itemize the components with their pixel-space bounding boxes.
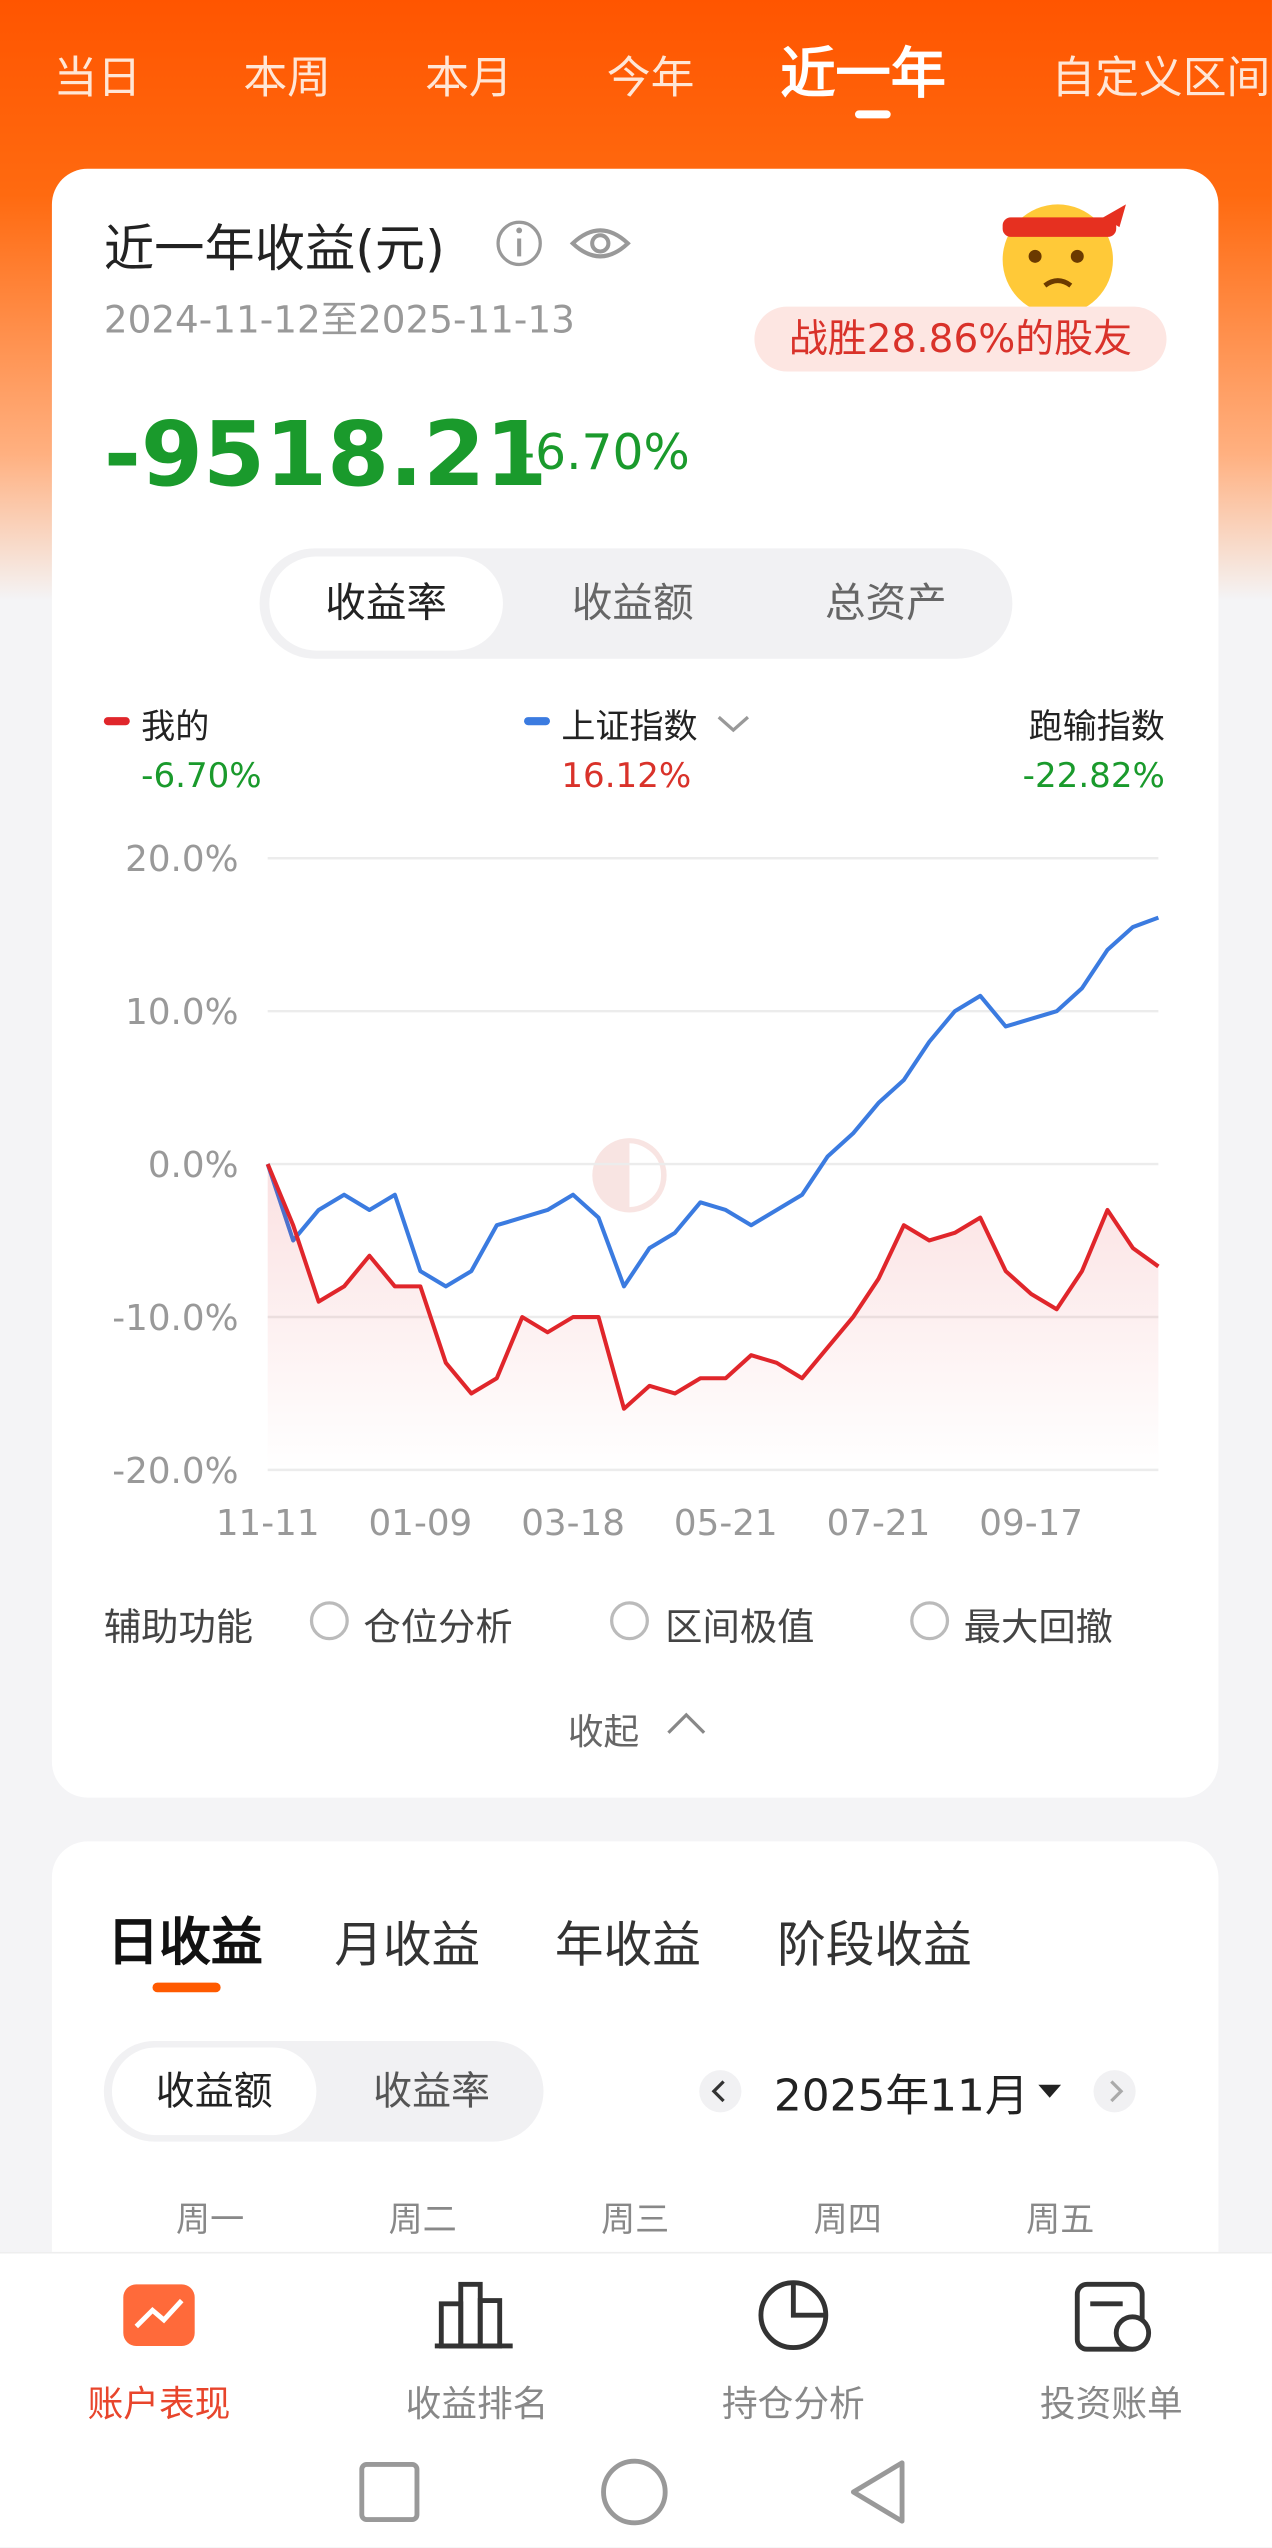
weekday: 周五 (1026, 2199, 1095, 2239)
tab-indicator (152, 1982, 221, 1993)
radio[interactable] (610, 1601, 649, 1641)
title-icons[interactable] (487, 211, 649, 276)
weekday: 周三 (601, 2199, 670, 2239)
section-tab[interactable]: 月收益 (334, 1917, 481, 1975)
rank-badge: 战胜28.86%的股友 (754, 306, 1167, 372)
radio[interactable] (309, 1601, 349, 1641)
mascot (1002, 204, 1126, 315)
tab-active[interactable]: 近一年 (780, 42, 946, 108)
watermark: ◐ (587, 1111, 672, 1224)
segment-active[interactable]: 收益率 (269, 556, 503, 651)
next-month[interactable] (1092, 2069, 1137, 2114)
nav-icons (123, 2280, 1152, 2352)
chart: ◐ 20.0% 10.0% 0.0% -10.0% -20.0% 11-11 01-09 03… (112, 839, 1160, 1544)
weekday: 周一 (176, 2199, 245, 2239)
x-tick-label: 07-21 (827, 1503, 931, 1544)
x-tick-label: 09-17 (979, 1503, 1083, 1544)
collapse-icon[interactable] (662, 1707, 711, 1739)
aux-option[interactable]: 仓位分析 (363, 1607, 513, 1650)
x-tick-label: 05-21 (674, 1503, 778, 1544)
weekday: 周二 (388, 2199, 457, 2239)
collapse[interactable]: 收起 (567, 1713, 640, 1754)
summary-card (51, 168, 1219, 1798)
nav-item-active[interactable]: 账户表现 (87, 2384, 231, 2426)
toggle-active[interactable]: 收益额 (111, 2047, 317, 2136)
legend-name: 我的 (141, 707, 210, 747)
tab[interactable]: 当日 (53, 53, 142, 104)
tab[interactable]: 本周 (243, 53, 331, 104)
line (265, 915, 1160, 1289)
y-tick-label: 20.0% (125, 839, 238, 880)
tab[interactable]: 今年 (606, 53, 695, 104)
x-tick-label: 03-18 (521, 1503, 625, 1544)
section-tab-active[interactable]: 日收益 (107, 1911, 263, 1973)
y-tick-label: -10.0% (112, 1298, 238, 1339)
date-range: 2024-11-12至2025-11-13 (103, 300, 575, 343)
legend-name[interactable]: 上证指数 (561, 707, 698, 747)
aux-label: 辅助功能 (103, 1607, 254, 1650)
prev-month[interactable] (698, 2069, 743, 2114)
section-tab[interactable]: 阶段收益 (777, 1917, 972, 1975)
tab-indicator (855, 110, 891, 119)
aux-option[interactable]: 区间极值 (665, 1607, 815, 1650)
bottom-nav (0, 2251, 1272, 2548)
y-tick-label: 10.0% (125, 992, 238, 1033)
segment[interactable]: 总资产 (824, 579, 947, 627)
nav-item[interactable]: 持仓分析 (721, 2384, 865, 2426)
nav-item[interactable]: 投资账单 (1039, 2384, 1183, 2426)
segment[interactable]: 收益额 (571, 579, 694, 627)
dropdown-icon[interactable] (714, 711, 753, 737)
legend-value: -6.70% (141, 756, 262, 795)
toggle-option[interactable]: 收益率 (373, 2068, 490, 2114)
system-nav[interactable] (0, 2450, 1272, 2547)
y-tick-label: -20.0% (112, 1451, 238, 1492)
radio[interactable] (910, 1601, 950, 1641)
legend-swatch (524, 717, 550, 726)
month-dropdown[interactable] (1035, 2080, 1064, 2103)
legend-swatch (103, 717, 130, 726)
tab[interactable]: 本月 (425, 53, 513, 104)
month[interactable]: 2025年11月 (773, 2071, 1029, 2123)
legend-value: 16.12% (561, 756, 692, 795)
line (265, 1163, 1160, 1411)
profit-amount: -9518.21 (103, 402, 548, 507)
x-tick-label: 01-09 (369, 1503, 473, 1544)
card-title: 近一年收益(元) (103, 220, 445, 280)
section-tab[interactable]: 年收益 (554, 1917, 701, 1975)
y-tick-label: 0.0% (148, 1145, 239, 1186)
legend-name: 跑输指数 (1028, 707, 1165, 747)
x-tick-label: 11-11 (216, 1503, 320, 1544)
tab[interactable]: 自定义区间 (1051, 53, 1271, 104)
weekday: 周四 (813, 2199, 882, 2239)
legend-value: -22.82% (1022, 756, 1165, 795)
profit-rate: -6.70% (517, 425, 690, 482)
aux-option[interactable]: 最大回撤 (963, 1607, 1113, 1650)
nav-item[interactable]: 收益排名 (405, 2384, 549, 2426)
